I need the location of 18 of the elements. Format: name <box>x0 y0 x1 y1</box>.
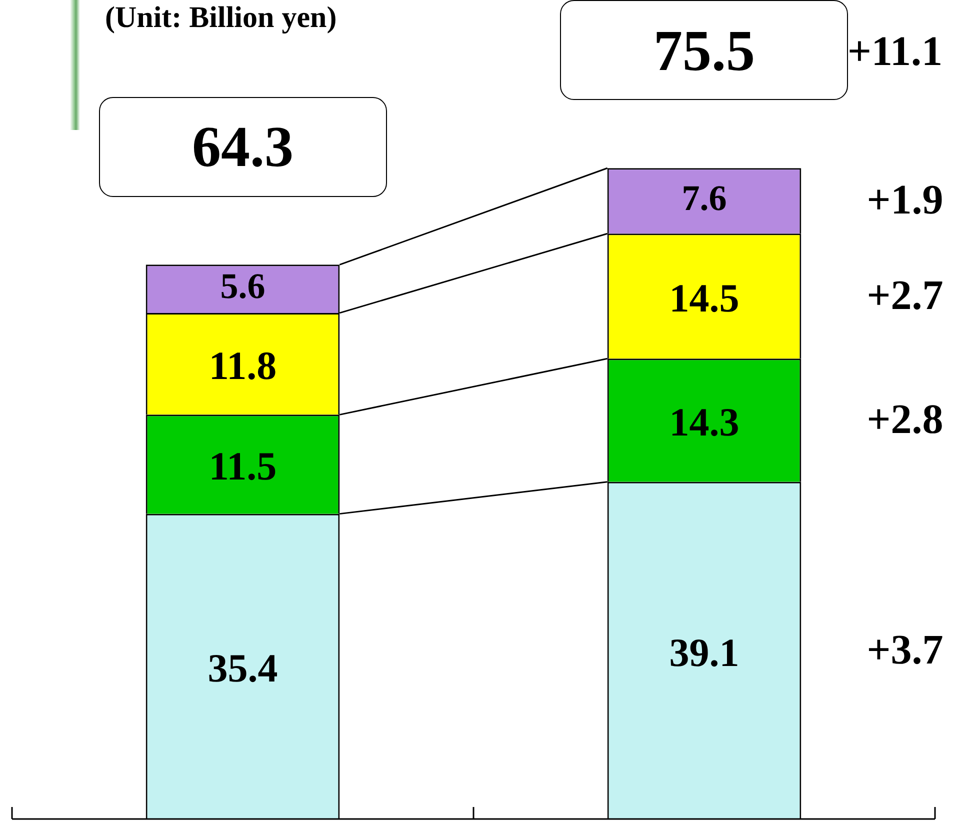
total-label: 75.5 <box>654 16 755 84</box>
callout-box: 64.3 <box>98 96 387 197</box>
annotation: +3.7 <box>866 627 944 674</box>
annotation: +2.8 <box>866 397 944 444</box>
annotation: +11.1 <box>847 28 943 75</box>
data-label: 5.6 <box>220 266 266 306</box>
chart-title: (Unit: Billion yen) <box>105 0 337 34</box>
data-label: 7.6 <box>682 178 727 218</box>
data-label: 39.1 <box>669 630 740 675</box>
data-label: 35.4 <box>208 646 278 691</box>
data-label: 11.5 <box>208 444 277 489</box>
annotation: +1.9 <box>866 178 944 224</box>
data-label: 14.3 <box>669 400 740 445</box>
total-label: 64.3 <box>192 113 294 180</box>
annotation: +2.7 <box>866 272 944 319</box>
data-label: 11.8 <box>208 343 277 388</box>
data-label: 14.5 <box>669 275 740 320</box>
callout-box: 75.5 <box>560 0 848 100</box>
